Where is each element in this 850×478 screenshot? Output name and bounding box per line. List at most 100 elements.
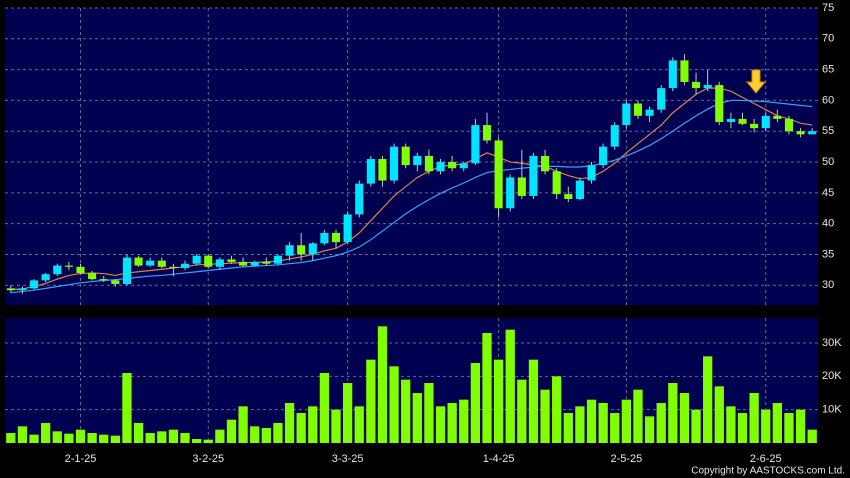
- candle-body: [622, 103, 631, 126]
- candle-body: [657, 88, 666, 110]
- candle-body: [413, 155, 422, 166]
- candle-body: [180, 263, 190, 269]
- candle-body: [320, 232, 329, 244]
- candle-body: [378, 158, 387, 181]
- volume-bar: [273, 423, 283, 443]
- volume-bar: [110, 435, 120, 443]
- volume-bar: [703, 356, 713, 443]
- x-tick-label: 3-3-25: [332, 453, 364, 465]
- candle-body: [691, 81, 701, 89]
- volume-bar: [168, 429, 179, 443]
- volume-bar: [459, 399, 469, 443]
- volume-bar: [691, 409, 701, 443]
- candle-body: [99, 279, 108, 281]
- volume-bar: [586, 399, 597, 443]
- volume-bar: [308, 406, 318, 443]
- candle-body: [587, 165, 596, 181]
- candle-body: [784, 118, 794, 132]
- candle-body: [285, 245, 294, 256]
- volume-bar: [540, 389, 550, 443]
- moving-average-line: [10, 87, 813, 291]
- volume-bar: [679, 393, 690, 443]
- volume-bar: [331, 409, 341, 443]
- candle-body: [111, 280, 120, 285]
- candle-body: [331, 232, 341, 243]
- candle-body: [215, 259, 224, 267]
- volume-bar: [737, 413, 748, 443]
- x-tick-label: 3-2-25: [192, 453, 224, 465]
- candle-body: [506, 177, 515, 209]
- volume-bar: [389, 366, 399, 443]
- volume-bar: [563, 413, 573, 443]
- y-tick-label: 70: [822, 33, 834, 45]
- volume-bar: [633, 389, 643, 443]
- candle-body: [715, 85, 724, 122]
- candle-body: [122, 257, 132, 285]
- volume-bar: [493, 359, 504, 443]
- y-tick-label: 75: [822, 2, 834, 14]
- volume-bar: [87, 433, 97, 443]
- volume-bar: [191, 439, 202, 443]
- candle-body: [250, 261, 259, 266]
- volume-bar: [795, 409, 806, 443]
- candle-body: [308, 243, 317, 255]
- volume-bar: [41, 423, 51, 443]
- volume-bar: [29, 434, 39, 443]
- candle-body: [761, 115, 770, 129]
- candle-body: [424, 155, 433, 172]
- candle-body: [471, 125, 480, 164]
- volume-bar: [598, 403, 608, 443]
- y-tick-label: 50: [822, 156, 834, 168]
- volume-bar: [610, 413, 620, 443]
- marks-layer: [6, 54, 817, 443]
- volume-bar: [644, 416, 655, 443]
- volume-bar: [668, 383, 678, 443]
- volume-bar: [180, 433, 190, 443]
- candle-body: [355, 183, 364, 215]
- candle-body: [297, 245, 306, 255]
- volume-bar: [17, 426, 28, 443]
- volume-bar: [470, 363, 481, 443]
- volume-bar: [528, 359, 539, 443]
- volume-bar: [122, 373, 132, 443]
- x-tick-label: 1-4-25: [483, 453, 515, 465]
- volume-bar: [377, 326, 388, 443]
- candle-body: [482, 125, 492, 141]
- candle-body: [529, 155, 538, 196]
- volume-bar: [342, 383, 353, 443]
- volume-bar: [354, 406, 364, 443]
- y-tick-label: 55: [822, 125, 834, 137]
- volume-bar: [215, 429, 225, 443]
- copyright: Copyright by AASTOCKS.com Ltd.: [691, 466, 845, 477]
- candle-body: [366, 158, 375, 184]
- candle-body: [703, 85, 712, 89]
- candle-body: [343, 214, 352, 243]
- volume-bar: [226, 419, 237, 443]
- volume-bar: [424, 383, 434, 443]
- candle-body: [88, 272, 97, 280]
- candle-body: [204, 255, 213, 267]
- volume-bar: [761, 409, 771, 443]
- candle-body: [192, 255, 201, 264]
- candle-body: [157, 260, 166, 267]
- candle-body: [564, 194, 573, 200]
- candle-body: [262, 261, 271, 264]
- y-tick-label: 30K: [822, 337, 842, 349]
- candle-body: [517, 177, 526, 196]
- candle-body: [227, 259, 236, 262]
- x-tick-label: 2-5-25: [610, 453, 642, 465]
- volume-bar: [133, 423, 144, 443]
- volume-bar: [52, 431, 62, 443]
- candle-body: [273, 255, 283, 264]
- candle-body: [773, 115, 782, 119]
- candle-body: [540, 155, 550, 172]
- volume-bar: [296, 413, 306, 443]
- candle-body: [750, 123, 759, 129]
- volume-bar: [319, 373, 330, 443]
- candle-body: [633, 103, 643, 116]
- candle-body: [448, 162, 457, 169]
- candle-body: [390, 146, 399, 181]
- volume-bar: [401, 379, 411, 443]
- candle-body: [726, 118, 735, 122]
